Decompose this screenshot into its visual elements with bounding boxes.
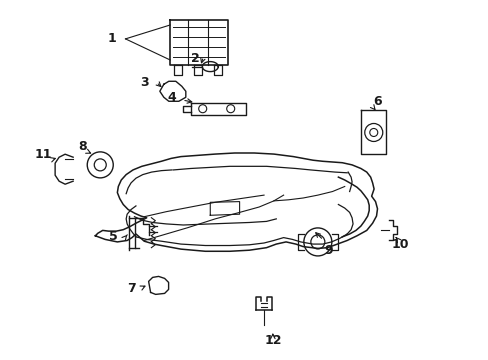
Text: 10: 10 (390, 238, 408, 251)
Text: 9: 9 (324, 244, 332, 257)
Text: 11: 11 (34, 148, 52, 161)
Text: 7: 7 (126, 282, 135, 294)
Text: 2: 2 (191, 52, 200, 65)
Text: 12: 12 (264, 334, 281, 347)
Text: 8: 8 (78, 140, 86, 153)
Text: 4: 4 (167, 91, 176, 104)
Text: 5: 5 (109, 230, 118, 243)
Text: 3: 3 (140, 76, 148, 89)
Text: 1: 1 (107, 32, 116, 45)
Text: 6: 6 (372, 95, 381, 108)
